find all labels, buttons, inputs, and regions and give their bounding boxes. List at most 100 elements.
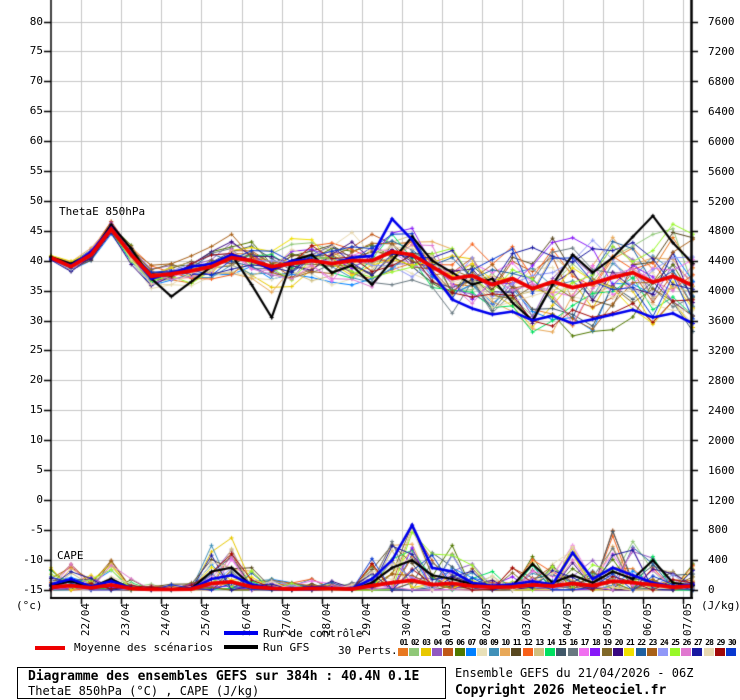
perturbation-number-label: 27 xyxy=(693,638,703,647)
perturbation-number-label: 25 xyxy=(671,638,680,647)
x-axis-day-label: 03/05 xyxy=(520,603,534,637)
perturbation-color-swatch xyxy=(409,648,420,656)
perturbation-number-label: 18 xyxy=(592,638,601,647)
left-axis-tick-label: 70 xyxy=(29,74,43,88)
x-axis-day-label: 22/04 xyxy=(79,603,93,637)
cape-series-label: CAPE xyxy=(57,549,84,562)
perturbation-color-swatch xyxy=(601,648,612,656)
perturbation-number-label: 14 xyxy=(546,638,556,647)
perturbation-color-swatch xyxy=(454,648,465,656)
left-axis-tick-label: 60 xyxy=(29,134,43,148)
perturbation-color-swatch xyxy=(703,648,714,656)
perturbation-color-swatch xyxy=(590,648,601,656)
perturbation-color-swatch xyxy=(522,648,533,656)
perturbation-number-label: 09 xyxy=(490,638,499,647)
right-axis-tick-label: 6800 xyxy=(708,74,735,88)
perturbation-number-label: 16 xyxy=(569,638,578,647)
mean-legend-swatch xyxy=(35,646,65,650)
perturbation-number-label: 08 xyxy=(478,638,488,647)
perturbation-number-label: 21 xyxy=(626,638,635,647)
left-axis-tick-label: 40 xyxy=(29,253,43,267)
left-axis-tick-label: 75 xyxy=(29,44,43,58)
left-axis-tick-label: 55 xyxy=(29,164,43,177)
right-axis-tick-label: 1600 xyxy=(708,463,735,477)
perturbations-count-label: 30 Perts. xyxy=(338,644,398,657)
right-axis-tick-label: 800 xyxy=(708,523,728,537)
perturbation-color-swatch xyxy=(669,648,680,656)
left-axis-tick-label: 15 xyxy=(29,403,43,417)
perturbation-number-label: 20 xyxy=(614,638,624,647)
x-axis-day-label: 02/05 xyxy=(480,603,494,637)
x-axis-day-label: 30/04 xyxy=(400,603,414,637)
perturbation-color-swatch xyxy=(647,648,658,656)
perturbation-color-swatch xyxy=(465,648,476,656)
perturbation-number-label: 24 xyxy=(660,638,669,647)
right-axis-unit-label: (J/kg) xyxy=(701,599,740,612)
perturbation-number-label: 01 xyxy=(399,638,409,647)
perturbation-color-swatch xyxy=(545,648,556,656)
right-axis-tick-label: 2800 xyxy=(708,373,735,387)
x-axis-day-label: 01/05 xyxy=(440,603,454,637)
ensemble-plot-canvas xyxy=(0,0,740,640)
right-axis-tick-label: 6400 xyxy=(708,104,735,118)
right-axis-tick-label: 1200 xyxy=(708,493,735,507)
diagram-title: Diagramme des ensembles GEFS sur 384h : … xyxy=(28,669,420,684)
x-axis-day-label: 07/05 xyxy=(680,603,694,637)
perturbation-color-swatch xyxy=(613,648,624,656)
left-axis-tick-label: 20 xyxy=(29,373,43,387)
left-axis-tick-label: -15 xyxy=(23,582,43,596)
x-axis-day-label: 05/05 xyxy=(600,603,614,637)
left-axis-tick-label: 5 xyxy=(36,463,43,476)
control-legend-swatch xyxy=(224,631,258,635)
perturbation-color-swatch xyxy=(511,648,522,656)
perturbation-color-swatch xyxy=(533,648,544,656)
right-axis-tick-label: 5200 xyxy=(708,194,735,208)
x-axis-day-label: 25/04 xyxy=(199,603,213,637)
right-axis-tick-label: 0 xyxy=(708,583,715,597)
perturbation-number-label: 13 xyxy=(535,638,545,647)
perturbation-number-label: 28 xyxy=(705,638,714,647)
left-axis-tick-label: 45 xyxy=(29,223,43,237)
perturbation-color-swatch xyxy=(398,648,408,656)
perturbation-color-swatch xyxy=(567,648,578,656)
right-axis-tick-label: 4400 xyxy=(708,254,735,268)
right-axis-tick-label: 2000 xyxy=(708,433,735,447)
perturbation-color-swatch xyxy=(499,648,510,656)
left-axis-tick-label: 35 xyxy=(29,283,43,297)
perturbation-color-swatch xyxy=(624,648,635,656)
left-axis-unit-label: (°c) xyxy=(16,599,43,612)
left-axis-tick-label: 50 xyxy=(29,193,43,207)
right-axis-tick-label: 2400 xyxy=(708,403,735,417)
perturbation-number-label: 02 xyxy=(410,638,420,647)
x-axis-day-label: 06/05 xyxy=(640,603,654,637)
perturbation-number-label: 11 xyxy=(512,638,522,647)
perturbation-number-label: 19 xyxy=(603,638,612,647)
perturbation-color-swatch xyxy=(714,648,725,656)
x-axis-day-label: 23/04 xyxy=(119,603,133,637)
perturbation-number-label: 04 xyxy=(433,638,443,647)
perturbation-number-label: 23 xyxy=(648,638,658,647)
diagram-subtitle: ThetaE 850hPa (°C) , CAPE (J/kg) xyxy=(28,684,260,698)
perturbation-color-swatch xyxy=(692,648,703,656)
perturbation-number-label: 06 xyxy=(456,638,465,647)
right-axis-tick-label: 6000 xyxy=(708,134,735,148)
perturbation-number-label: 07 xyxy=(467,638,477,647)
perturbation-color-swatch xyxy=(579,648,590,656)
perturbation-number-label: 29 xyxy=(716,638,726,647)
perturbation-number-label: 12 xyxy=(524,638,533,647)
copyright-text: Copyright 2026 Meteociel.fr xyxy=(455,683,667,698)
right-axis-tick-label: 7600 xyxy=(708,15,735,29)
perturbation-number-label: 15 xyxy=(558,638,567,647)
right-axis-tick-label: 4800 xyxy=(708,224,735,238)
right-axis-tick-label: 7200 xyxy=(708,45,735,58)
gfs-legend-label: Run GFS xyxy=(263,641,310,654)
perturbation-color-swatch xyxy=(658,648,669,656)
right-axis-tick-label: 5600 xyxy=(708,164,735,178)
left-axis-tick-label: 65 xyxy=(29,104,43,118)
right-axis-tick-label: 3600 xyxy=(708,314,735,328)
control-legend-label: Run de contrôle xyxy=(263,627,363,640)
perturbation-color-swatch xyxy=(431,648,442,656)
left-axis-tick-label: 10 xyxy=(29,433,43,447)
right-axis-tick-label: 400 xyxy=(708,553,728,567)
